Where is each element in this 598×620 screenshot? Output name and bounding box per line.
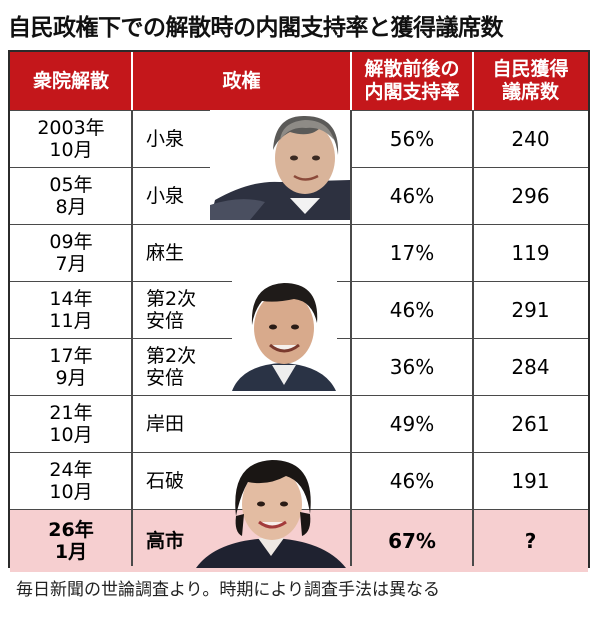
- column-divider: [472, 110, 474, 566]
- row-seats: 191: [511, 469, 550, 493]
- row-pm-name-2: 安倍: [146, 367, 185, 389]
- koizumi-portrait: [210, 110, 350, 220]
- row-date-month: 9月: [55, 367, 87, 389]
- header-divider: [131, 52, 133, 110]
- column-divider: [350, 110, 352, 566]
- table-row: 14年 11月 第2次 安倍 46% 291: [10, 281, 588, 338]
- row-date-month: 7月: [55, 253, 87, 275]
- row-pm-name: 第2次: [146, 288, 197, 310]
- footnote: 毎日新聞の世論調査より。時期により調査手法は異なる: [16, 580, 440, 600]
- row-date-year: 24年: [49, 459, 93, 481]
- row-pm-name: 小泉: [146, 128, 185, 150]
- table-row: 24年 10月 石破 46% 191: [10, 452, 588, 509]
- row-date-year: 09年: [49, 231, 93, 253]
- row-pm-name: 麻生: [146, 242, 185, 264]
- table-row: 09年 7月 麻生 17% 119: [10, 224, 588, 281]
- header-support-line1: 解散前後の: [364, 58, 460, 80]
- row-seats: 119: [511, 241, 550, 265]
- takaichi-portrait: [196, 460, 346, 568]
- header-divider: [350, 52, 352, 110]
- abe-portrait: [232, 273, 337, 391]
- row-pm-name: 小泉: [146, 185, 185, 207]
- row-pm-name: 石破: [146, 470, 185, 492]
- row-date-year: 26年: [48, 519, 94, 541]
- row-support-rate: 56%: [389, 127, 435, 151]
- header-seats: 自民獲得 議席数: [473, 52, 588, 110]
- header-government: 政権: [132, 52, 351, 110]
- row-support-rate: 67%: [388, 529, 436, 553]
- row-support-rate: 36%: [389, 355, 435, 379]
- row-seats: 261: [511, 412, 550, 436]
- data-table: 衆院解散 政権 解散前後の 内閣支持率 自民獲得 議席数: [8, 50, 590, 572]
- row-seats: 296: [511, 184, 550, 208]
- row-date-year: 21年: [49, 402, 93, 424]
- row-seats: ?: [524, 529, 537, 553]
- row-date-month: 1月: [54, 541, 88, 563]
- row-date-month: 10月: [49, 424, 93, 446]
- page-title: 自民政権下での解散時の内閣支持率と獲得議席数: [8, 15, 504, 41]
- row-pm-name: 岸田: [146, 413, 185, 435]
- header-government-label: 政権: [222, 69, 261, 92]
- table-header: 衆院解散 政権 解散前後の 内閣支持率 自民獲得 議席数: [10, 52, 588, 110]
- row-pm-name-2: 安倍: [146, 310, 185, 332]
- header-seats-line1: 自民獲得: [492, 58, 569, 80]
- header-support-rate: 解散前後の 内閣支持率: [351, 52, 473, 110]
- row-pm-name: 高市: [146, 530, 185, 552]
- row-support-rate: 49%: [389, 412, 435, 436]
- row-support-rate: 46%: [389, 469, 435, 493]
- header-dissolution: 衆院解散: [10, 52, 132, 110]
- row-date-month: 10月: [49, 139, 93, 161]
- header-divider: [472, 52, 474, 110]
- row-pm-name: 第2次: [146, 345, 197, 367]
- row-seats: 240: [511, 127, 550, 151]
- row-date-year: 05年: [49, 174, 93, 196]
- header-seats-line2: 議席数: [501, 81, 559, 103]
- table-row: 21年 10月 岸田 49% 261: [10, 395, 588, 452]
- row-support-rate: 17%: [389, 241, 435, 265]
- row-date-month: 8月: [55, 196, 87, 218]
- row-date-month: 11月: [49, 310, 93, 332]
- table-row-highlight: 26年 1月 高市 67% ?: [10, 509, 588, 572]
- header-support-line2: 内閣支持率: [364, 81, 460, 103]
- row-date-month: 10月: [49, 481, 93, 503]
- row-seats: 284: [511, 355, 550, 379]
- row-date-year: 2003年: [37, 117, 105, 139]
- row-support-rate: 46%: [389, 184, 435, 208]
- row-support-rate: 46%: [389, 298, 435, 322]
- row-date-year: 14年: [49, 288, 93, 310]
- header-dissolution-label: 衆院解散: [32, 69, 109, 92]
- row-seats: 291: [511, 298, 550, 322]
- row-date-year: 17年: [49, 345, 93, 367]
- column-divider: [131, 110, 133, 566]
